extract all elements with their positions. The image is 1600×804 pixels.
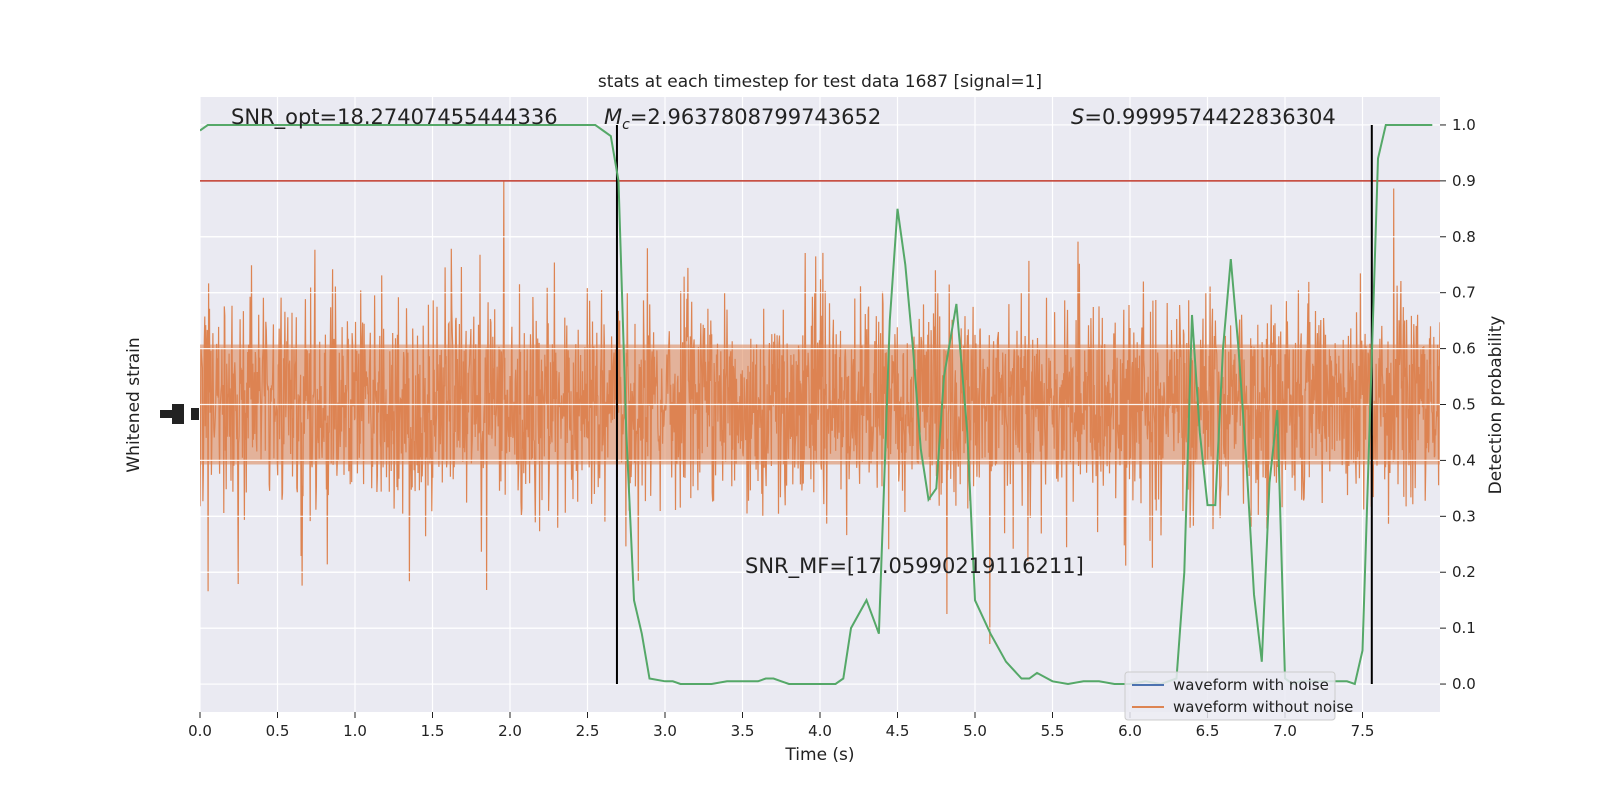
chirp-mass-symbol: M: [604, 105, 622, 129]
x-tick-label: 7.0: [1273, 722, 1297, 740]
x-tick-label: 5.0: [963, 722, 987, 740]
score-symbol: S: [1071, 105, 1084, 129]
y-tick-label: 0.7: [1452, 284, 1476, 302]
x-tick-label: 2.5: [576, 722, 600, 740]
y-axis-label-left: Whitened strain: [124, 337, 144, 472]
x-tick-label: 4.5: [886, 722, 910, 740]
y-tick-label: 0.3: [1452, 507, 1476, 525]
y-tick-label: 0.6: [1452, 340, 1476, 358]
overlay-layer: [200, 124, 1440, 686]
left-tick-mark: [191, 408, 199, 420]
legend-label-without-noise: waveform without noise: [1173, 698, 1353, 716]
x-tick-label: 0.0: [188, 722, 212, 740]
y-tick-label: 0.1: [1452, 619, 1476, 637]
x-tick-label: 1.0: [343, 722, 367, 740]
x-tick-label: 3.5: [731, 722, 755, 740]
score-annotation: S=0.9999574422836304: [1071, 105, 1336, 129]
x-axis-ticks: 0.0 0.5 1.0 1.5 2.0 2.5 3.0 3.5 4.0 4.5 5.0 5.5 6.0 6…: [188, 712, 1374, 740]
x-tick-label: 5.5: [1041, 722, 1065, 740]
score-value: =0.9999574422836304: [1084, 105, 1335, 129]
detection-probability-line: [200, 124, 1433, 686]
x-tick-label: 1.5: [421, 722, 445, 740]
x-tick-label: 4.0: [808, 722, 832, 740]
y-tick-label: 0.5: [1452, 396, 1476, 414]
y-tick-label: 0.4: [1452, 451, 1476, 469]
left-tick-mark: [172, 404, 184, 424]
y-tick-label: 0.0: [1452, 675, 1476, 693]
y-tick-label: 0.8: [1452, 228, 1476, 246]
x-tick-label: 6.0: [1118, 722, 1142, 740]
y-tick-label: 0.9: [1452, 172, 1476, 190]
legend: waveform with noise waveform without noi…: [1124, 671, 1353, 721]
y-axis-ticks: 0.0 0.1 0.2 0.3 0.4 0.5 0.6 0.7 0.8 0.9 1.0: [1440, 116, 1476, 693]
x-tick-label: 2.0: [498, 722, 522, 740]
chirp-mass-annotation: Mc=2.9637808799743652: [604, 105, 881, 133]
left-axis-ticks: [160, 404, 199, 424]
y-axis-label-right: Detection probability: [1486, 316, 1506, 495]
chart-title: stats at each timestep for test data 168…: [598, 72, 1042, 92]
snr-opt-annotation: SNR_opt=18.27407455444336: [231, 105, 558, 130]
y-tick-label: 0.2: [1452, 563, 1476, 581]
x-tick-label: 7.5: [1351, 722, 1375, 740]
x-tick-label: 6.5: [1196, 722, 1220, 740]
x-tick-label: 3.0: [653, 722, 677, 740]
left-tick-mark: [160, 410, 178, 418]
legend-frame: [1124, 671, 1336, 721]
x-axis-label: Time (s): [784, 745, 854, 765]
x-tick-label: 0.5: [266, 722, 290, 740]
snr-mf-annotation: SNR_MF=[17.05990219116211]: [745, 554, 1084, 579]
chirp-mass-value: =2.9637808799743652: [630, 105, 881, 129]
y-tick-label: 1.0: [1452, 116, 1476, 134]
chirp-mass-subscript: c: [622, 117, 630, 133]
legend-label-with-noise: waveform with noise: [1173, 676, 1329, 694]
